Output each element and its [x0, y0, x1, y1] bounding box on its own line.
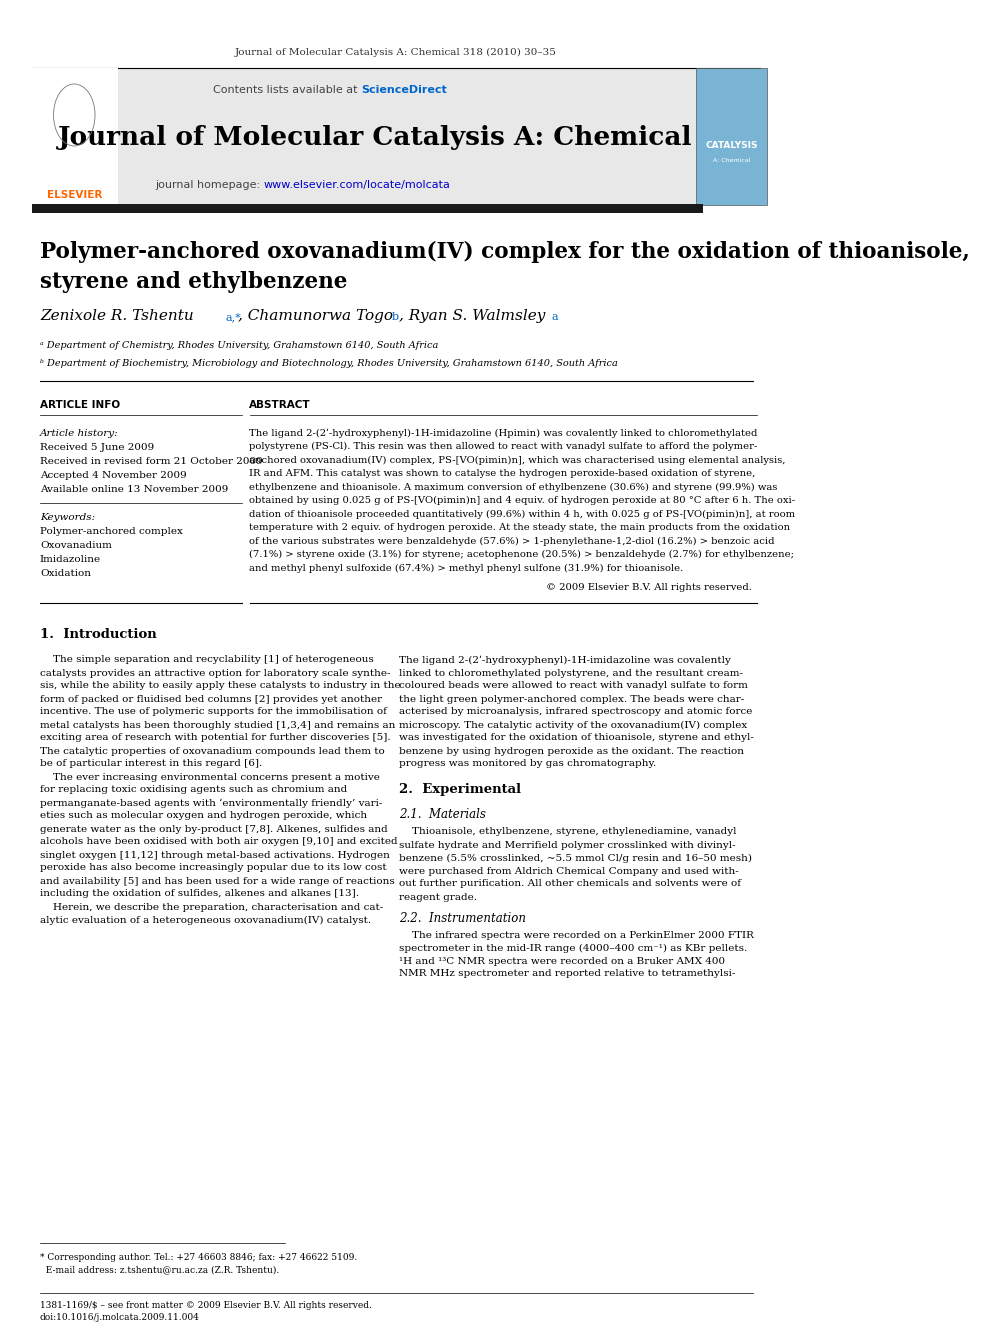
- Text: dation of thioanisole proceeded quantitatively (99.6%) within 4 h, with 0.025 g : dation of thioanisole proceeded quantita…: [249, 509, 796, 519]
- Bar: [32, 67, 702, 205]
- Text: alytic evaluation of a heterogeneous oxovanadium(IV) catalyst.: alytic evaluation of a heterogeneous oxo…: [40, 916, 371, 925]
- Text: polystyrene (PS-Cl). This resin was then allowed to react with vanadyl sulfate t: polystyrene (PS-Cl). This resin was then…: [249, 442, 758, 451]
- Text: peroxide has also become increasingly popular due to its low cost: peroxide has also become increasingly po…: [40, 864, 387, 872]
- Text: Thioanisole, ethylbenzene, styrene, ethylenediamine, vanadyl: Thioanisole, ethylbenzene, styrene, ethy…: [400, 827, 737, 836]
- Text: Oxovanadium: Oxovanadium: [40, 541, 112, 550]
- Text: be of particular interest in this regard [6].: be of particular interest in this regard…: [40, 759, 262, 769]
- Bar: [32, 204, 702, 213]
- Text: and availability [5] and has been used for a wide range of reactions: and availability [5] and has been used f…: [40, 877, 395, 885]
- Text: anchored oxovanadium(IV) complex, PS-[VO(pimin)n], which was characterised using: anchored oxovanadium(IV) complex, PS-[VO…: [249, 455, 786, 464]
- Text: exciting area of research with potential for further discoveries [5].: exciting area of research with potential…: [40, 733, 391, 742]
- Text: The simple separation and recyclability [1] of heterogeneous: The simple separation and recyclability …: [40, 655, 374, 664]
- Text: 2.  Experimental: 2. Experimental: [400, 783, 522, 796]
- Text: of the various substrates were benzaldehyde (57.6%) > 1-phenylethane-1,2-diol (1: of the various substrates were benzaldeh…: [249, 536, 775, 545]
- Text: The ever increasing environmental concerns present a motive: The ever increasing environmental concer…: [40, 773, 380, 782]
- Text: generate water as the only by-product [7,8]. Alkenes, sulfides and: generate water as the only by-product [7…: [40, 824, 388, 833]
- Text: were purchased from Aldrich Chemical Company and used with-: were purchased from Aldrich Chemical Com…: [400, 867, 739, 876]
- Text: ABSTRACT: ABSTRACT: [249, 400, 310, 410]
- Bar: [32, 67, 118, 205]
- Text: ELSEVIER: ELSEVIER: [47, 191, 102, 200]
- Text: A: Chemical: A: Chemical: [712, 157, 750, 163]
- Text: obtained by using 0.025 g of PS-[VO(pimin)n] and 4 equiv. of hydrogen peroxide a: obtained by using 0.025 g of PS-[VO(pimi…: [249, 496, 796, 505]
- Text: (7.1%) > styrene oxide (3.1%) for styrene; acetophenone (20.5%) > benzaldehyde (: (7.1%) > styrene oxide (3.1%) for styren…: [249, 550, 795, 560]
- Text: out further purification. All other chemicals and solvents were of: out further purification. All other chem…: [400, 880, 741, 889]
- Bar: [696, 67, 767, 205]
- Text: sulfate hydrate and Merrifield polymer crosslinked with divinyl-: sulfate hydrate and Merrifield polymer c…: [400, 840, 736, 849]
- Text: b: b: [391, 312, 399, 321]
- Text: Keywords:: Keywords:: [40, 513, 95, 523]
- Text: ¹H and ¹³C NMR spectra were recorded on a Bruker AMX 400: ¹H and ¹³C NMR spectra were recorded on …: [400, 957, 725, 966]
- Text: , Ryan S. Walmsley: , Ryan S. Walmsley: [400, 310, 551, 323]
- Text: alcohols have been oxidised with both air oxygen [9,10] and excited: alcohols have been oxidised with both ai…: [40, 837, 398, 847]
- Text: benzene by using hydrogen peroxide as the oxidant. The reaction: benzene by using hydrogen peroxide as th…: [400, 746, 744, 755]
- Text: 2.1.  Materials: 2.1. Materials: [400, 808, 486, 822]
- Text: Journal of Molecular Catalysis A: Chemical: Journal of Molecular Catalysis A: Chemic…: [59, 124, 692, 149]
- Text: Accepted 4 November 2009: Accepted 4 November 2009: [40, 471, 186, 480]
- Text: * Corresponding author. Tel.: +27 46603 8846; fax: +27 46622 5109.: * Corresponding author. Tel.: +27 46603 …: [40, 1253, 357, 1262]
- Text: 1.  Introduction: 1. Introduction: [40, 628, 157, 642]
- Text: incentive. The use of polymeric supports for the immobilisation of: incentive. The use of polymeric supports…: [40, 708, 387, 717]
- Text: Oxidation: Oxidation: [40, 569, 91, 578]
- Text: 2.2.  Instrumentation: 2.2. Instrumentation: [400, 912, 527, 925]
- Text: a,*: a,*: [225, 312, 241, 321]
- Text: ᵇ Department of Biochemistry, Microbiology and Biotechnology, Rhodes University,: ᵇ Department of Biochemistry, Microbiolo…: [40, 359, 618, 368]
- Text: ethylbenzene and thioanisole. A maximum conversion of ethylbenzene (30.6%) and s: ethylbenzene and thioanisole. A maximum …: [249, 483, 778, 492]
- Text: Contents lists available at: Contents lists available at: [213, 85, 361, 95]
- Text: Journal of Molecular Catalysis A: Chemical 318 (2010) 30–35: Journal of Molecular Catalysis A: Chemic…: [235, 48, 558, 57]
- Text: styrene and ethylbenzene: styrene and ethylbenzene: [40, 271, 347, 292]
- Text: IR and AFM. This catalyst was shown to catalyse the hydrogen peroxide-based oxid: IR and AFM. This catalyst was shown to c…: [249, 468, 756, 478]
- Text: The ligand 2-(2ʹ-hydroxyphenyl)-1H-imidazoline was covalently: The ligand 2-(2ʹ-hydroxyphenyl)-1H-imida…: [400, 655, 731, 664]
- Text: Imidazoline: Imidazoline: [40, 556, 101, 565]
- Text: Zenixole R. Tshentu: Zenixole R. Tshentu: [40, 310, 198, 323]
- Text: ScienceDirect: ScienceDirect: [361, 85, 446, 95]
- Text: The infrared spectra were recorded on a PerkinElmer 2000 FTIR: The infrared spectra were recorded on a …: [400, 930, 754, 939]
- Text: including the oxidation of sulfides, alkenes and alkanes [13].: including the oxidation of sulfides, alk…: [40, 889, 359, 898]
- Text: eties such as molecular oxygen and hydrogen peroxide, which: eties such as molecular oxygen and hydro…: [40, 811, 367, 820]
- Text: © 2009 Elsevier B.V. All rights reserved.: © 2009 Elsevier B.V. All rights reserved…: [547, 583, 752, 591]
- Text: acterised by microanalysis, infrared spectroscopy and atomic force: acterised by microanalysis, infrared spe…: [400, 708, 753, 717]
- Text: Received in revised form 21 October 2009: Received in revised form 21 October 2009: [40, 458, 263, 467]
- Text: temperature with 2 equiv. of hydrogen peroxide. At the steady state, the main pr: temperature with 2 equiv. of hydrogen pe…: [249, 523, 791, 532]
- Text: progress was monitored by gas chromatography.: progress was monitored by gas chromatogr…: [400, 759, 657, 769]
- Text: form of packed or fluidised bed columns [2] provides yet another: form of packed or fluidised bed columns …: [40, 695, 382, 704]
- Text: permanganate-based agents with ‘environmentally friendly’ vari-: permanganate-based agents with ‘environm…: [40, 798, 382, 807]
- Text: metal catalysts has been thoroughly studied [1,3,4] and remains an: metal catalysts has been thoroughly stud…: [40, 721, 395, 729]
- Text: reagent grade.: reagent grade.: [400, 893, 477, 901]
- Text: ARTICLE INFO: ARTICLE INFO: [40, 400, 120, 410]
- Text: CATALYSIS: CATALYSIS: [705, 140, 758, 149]
- Text: Received 5 June 2009: Received 5 June 2009: [40, 443, 154, 452]
- Text: the light green polymer-anchored complex. The beads were char-: the light green polymer-anchored complex…: [400, 695, 745, 704]
- Text: , Chamunorwa Togo: , Chamunorwa Togo: [238, 310, 398, 323]
- Text: www.elsevier.com/locate/molcata: www.elsevier.com/locate/molcata: [264, 180, 450, 191]
- Text: catalysts provides an attractive option for laboratory scale synthe-: catalysts provides an attractive option …: [40, 668, 391, 677]
- Text: was investigated for the oxidation of thioanisole, styrene and ethyl-: was investigated for the oxidation of th…: [400, 733, 754, 742]
- Text: journal homepage:: journal homepage:: [155, 180, 264, 191]
- Text: linked to chloromethylated polystyrene, and the resultant cream-: linked to chloromethylated polystyrene, …: [400, 668, 743, 677]
- Text: spectrometer in the mid-IR range (4000–400 cm⁻¹) as KBr pellets.: spectrometer in the mid-IR range (4000–4…: [400, 943, 748, 953]
- Text: and methyl phenyl sulfoxide (67.4%) > methyl phenyl sulfone (31.9%) for thioanis: and methyl phenyl sulfoxide (67.4%) > me…: [249, 564, 683, 573]
- Text: doi:10.1016/j.molcata.2009.11.004: doi:10.1016/j.molcata.2009.11.004: [40, 1312, 199, 1322]
- Text: NMR MHz spectrometer and reported relative to tetramethylsi-: NMR MHz spectrometer and reported relati…: [400, 970, 736, 979]
- Text: 1381-1169/$ – see front matter © 2009 Elsevier B.V. All rights reserved.: 1381-1169/$ – see front matter © 2009 El…: [40, 1301, 372, 1310]
- Text: benzene (5.5% crosslinked, ~5.5 mmol Cl/g resin and 16–50 mesh): benzene (5.5% crosslinked, ~5.5 mmol Cl/…: [400, 853, 752, 863]
- Text: Polymer-anchored oxovanadium(IV) complex for the oxidation of thioanisole,: Polymer-anchored oxovanadium(IV) complex…: [40, 241, 970, 263]
- Text: coloured beads were allowed to react with vanadyl sulfate to form: coloured beads were allowed to react wit…: [400, 681, 748, 691]
- Text: Herein, we describe the preparation, characterisation and cat-: Herein, we describe the preparation, cha…: [40, 902, 383, 912]
- Text: sis, while the ability to easily apply these catalysts to industry in the: sis, while the ability to easily apply t…: [40, 681, 401, 691]
- Text: a: a: [551, 312, 558, 321]
- Text: for replacing toxic oxidising agents such as chromium and: for replacing toxic oxidising agents suc…: [40, 786, 347, 795]
- Text: The catalytic properties of oxovanadium compounds lead them to: The catalytic properties of oxovanadium …: [40, 746, 385, 755]
- Text: Polymer-anchored complex: Polymer-anchored complex: [40, 528, 183, 537]
- Text: ᵃ Department of Chemistry, Rhodes University, Grahamstown 6140, South Africa: ᵃ Department of Chemistry, Rhodes Univer…: [40, 341, 438, 351]
- Text: The ligand 2-(2ʹ-hydroxyphenyl)-1H-imidazoline (Hpimin) was covalently linked to: The ligand 2-(2ʹ-hydroxyphenyl)-1H-imida…: [249, 429, 758, 438]
- Text: microscopy. The catalytic activity of the oxovanadium(IV) complex: microscopy. The catalytic activity of th…: [400, 721, 748, 729]
- Text: singlet oxygen [11,12] through metal-based activations. Hydrogen: singlet oxygen [11,12] through metal-bas…: [40, 851, 390, 860]
- Text: Available online 13 November 2009: Available online 13 November 2009: [40, 486, 228, 495]
- Text: Article history:: Article history:: [40, 429, 119, 438]
- Text: E-mail address: z.tshentu@ru.ac.za (Z.R. Tshentu).: E-mail address: z.tshentu@ru.ac.za (Z.R.…: [40, 1266, 279, 1274]
